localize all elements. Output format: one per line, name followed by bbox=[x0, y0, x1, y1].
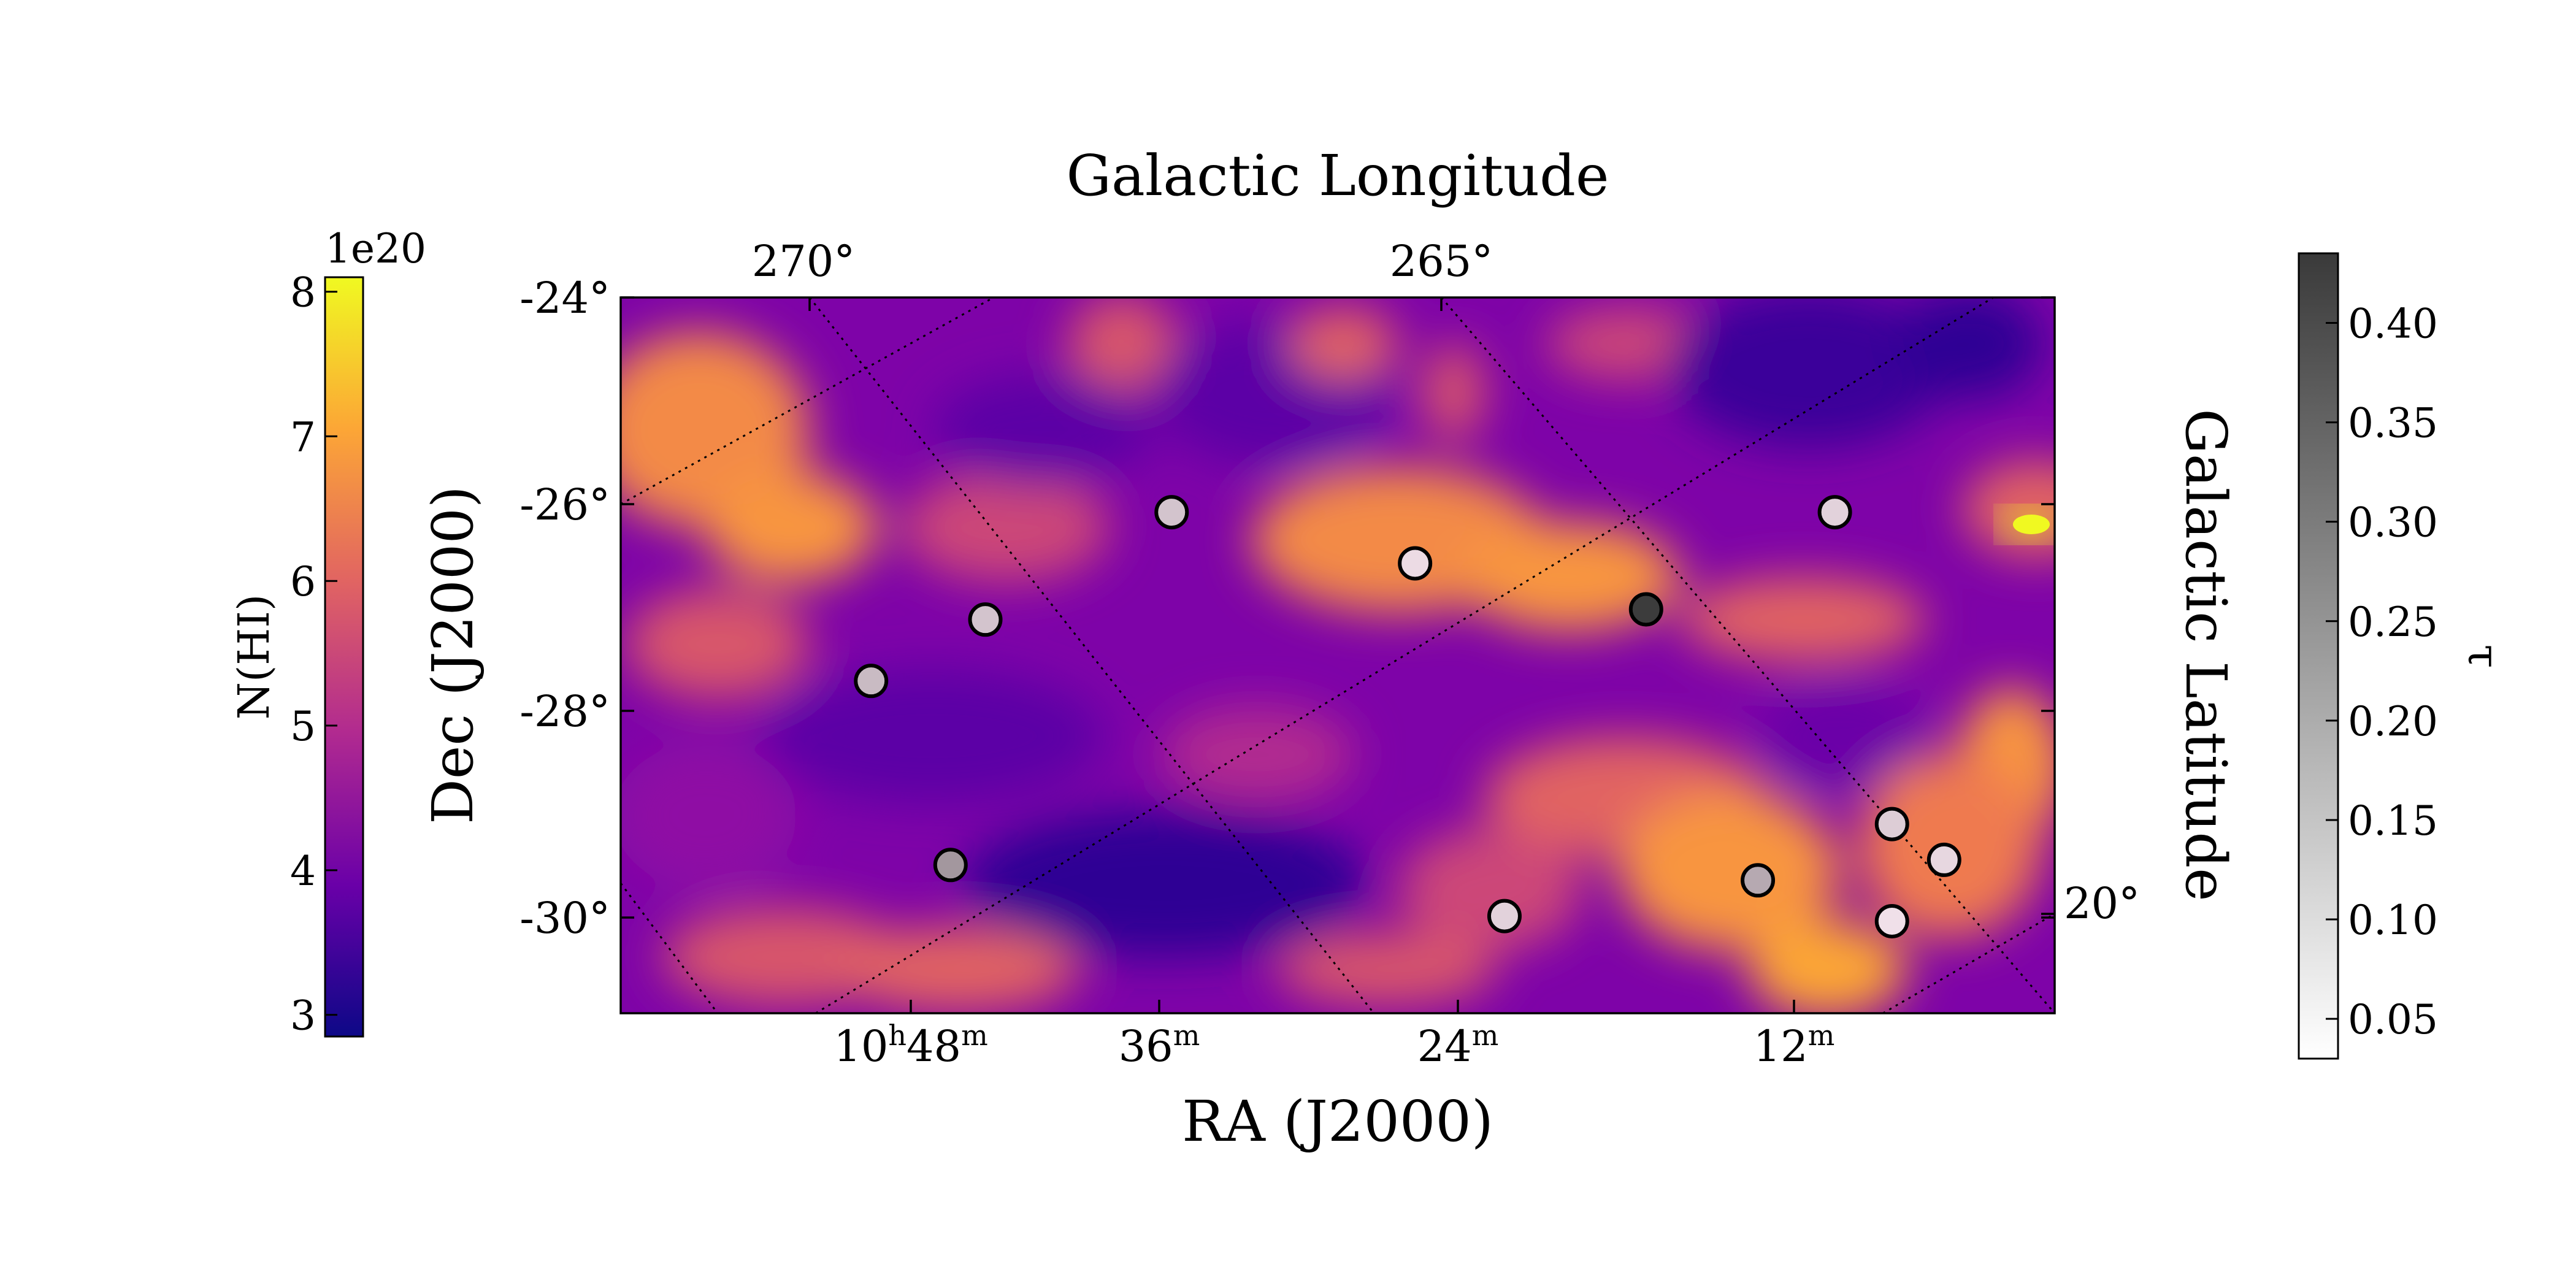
y-tick-label: -26° bbox=[519, 480, 610, 530]
source-markers bbox=[854, 495, 1961, 938]
colorbar-tau-tick-label: 0.25 bbox=[2348, 599, 2438, 646]
heatmap-image bbox=[621, 297, 2055, 1013]
colorbar-tau-tick-label: 0.40 bbox=[2348, 300, 2438, 347]
x-axis: 10h48m 36m 24m 12m RA (J2000) bbox=[834, 1000, 1834, 1154]
colorbar-tau-tick-label: 0.10 bbox=[2348, 897, 2438, 944]
y-tick-label: -24° bbox=[519, 273, 610, 323]
colorbar-tau-tick-label: 0.20 bbox=[2348, 698, 2438, 745]
top-axis-label: Galactic Longitude bbox=[1067, 143, 1609, 209]
colorbar-tau-tick-label: 0.15 bbox=[2348, 797, 2438, 845]
colorbar-nhi: 3 4 5 6 7 8 1e20 N(HI) bbox=[229, 225, 426, 1040]
y-axis: -24° -26° -28° -30° Dec (J2000) bbox=[420, 273, 2055, 943]
colorbar-tau-tick-label: 0.05 bbox=[2348, 996, 2438, 1043]
x-axis-label: RA (J2000) bbox=[1182, 1089, 1493, 1154]
source-marker bbox=[1628, 592, 1663, 627]
source-marker bbox=[1154, 495, 1189, 530]
source-marker bbox=[1817, 495, 1852, 530]
source-marker bbox=[1874, 807, 1909, 841]
colorbar-tau-label: τ bbox=[2458, 645, 2509, 669]
right-tick-label: 20° bbox=[2064, 878, 2140, 929]
colorbar-nhi-tick-label: 5 bbox=[290, 703, 316, 750]
source-marker bbox=[1398, 546, 1433, 581]
x-tick-label: 10h48m bbox=[834, 1019, 987, 1071]
colorbar-nhi-tick-label: 3 bbox=[290, 992, 316, 1040]
y-tick-label: -28° bbox=[519, 686, 610, 737]
y-tick-label: -30° bbox=[519, 893, 610, 943]
galactic-grid bbox=[621, 297, 2055, 1013]
plot-frame bbox=[619, 296, 2056, 1014]
colorbar-nhi-tick-label: 6 bbox=[290, 558, 316, 605]
colorbar-tau-tick-label: 0.30 bbox=[2348, 499, 2438, 546]
source-marker bbox=[1874, 903, 1909, 938]
top-axis: 270° 265° bbox=[752, 236, 1493, 311]
colorbar-nhi-scale: 1e20 bbox=[325, 225, 426, 272]
y-axis-label: Dec (J2000) bbox=[420, 486, 486, 824]
colorbar-nhi-tick-label: 7 bbox=[290, 413, 316, 461]
x-tick-label: 12m bbox=[1754, 1019, 1835, 1071]
x-tick-label: 36m bbox=[1119, 1019, 1200, 1071]
right-axis: 20° Galactic Latitude bbox=[2041, 408, 2239, 929]
source-marker bbox=[1926, 842, 1961, 877]
right-axis-label: Galactic Latitude bbox=[2173, 408, 2239, 901]
colorbar-nhi-tick-label: 8 bbox=[290, 269, 316, 316]
colorbar-nhi-label: N(HI) bbox=[229, 594, 279, 720]
source-marker bbox=[933, 848, 968, 883]
source-marker bbox=[854, 664, 889, 699]
colorbar-tau: 0.05 0.10 0.15 0.20 0.25 0.30 0.35 0.40 τ bbox=[2298, 252, 2509, 1060]
top-tick-label: 265° bbox=[1390, 236, 1493, 286]
colorbar-tau-tick-label: 0.35 bbox=[2348, 400, 2438, 447]
x-tick-label: 24m bbox=[1417, 1019, 1499, 1071]
colorbar-nhi-tick-label: 4 bbox=[290, 848, 316, 895]
top-tick-label: 270° bbox=[752, 236, 856, 286]
source-marker bbox=[968, 602, 1003, 637]
source-marker bbox=[1487, 899, 1522, 933]
source-marker bbox=[1741, 863, 1776, 898]
